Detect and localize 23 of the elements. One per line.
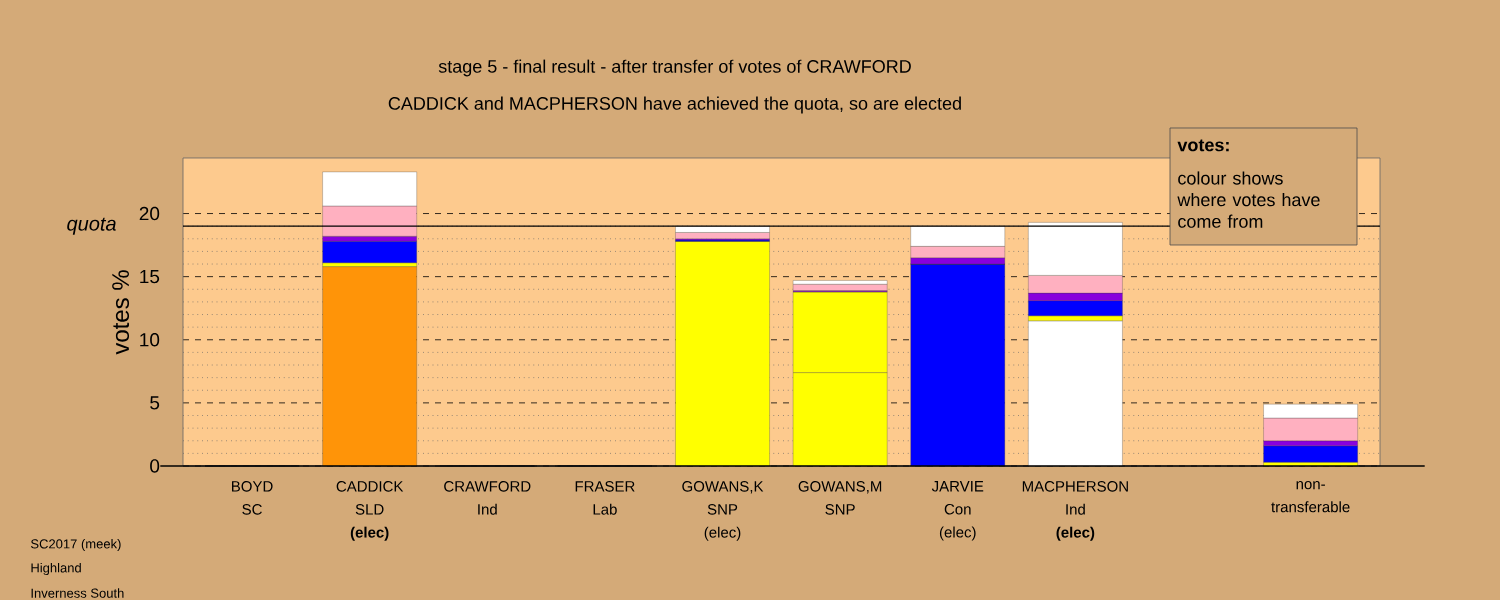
y-tick-label: 0 — [150, 459, 160, 473]
text: Highland — [31, 562, 81, 576]
x-tick-label: FRASER Lab — [575, 481, 635, 515]
x-tick-label: GOWANS,K SNP (elec) — [682, 481, 764, 541]
y-tick-label: 10 — [140, 333, 160, 347]
annotation: colour shows where votes have come from — [1177, 171, 1320, 228]
x-tick-label: non- transferable — [1271, 481, 1350, 513]
x-tick-label: MACPHERSON Ind (elec) — [1022, 481, 1128, 541]
y-tick-label: 15 — [140, 270, 160, 284]
y-tick-label: 5 — [150, 396, 160, 410]
x-tick-label: JARVIE Con (elec) — [931, 481, 984, 541]
text: votes: — [1177, 139, 1229, 152]
x-tick-label: BOYD SC — [232, 481, 273, 515]
ref-line-label: quota — [67, 217, 116, 235]
x-tick-label: CADDICK SLD (elec) — [336, 481, 404, 541]
chart-subtitle: CADDICK and MACPHERSON have achieved the quota, so are elected — [388, 96, 961, 114]
y-tick-label: 20 — [139, 206, 160, 221]
chart-title: stage 5 - final result - after transfer of votes of CRAWFORD — [438, 59, 911, 77]
text: SC2017 (meek) — [31, 538, 121, 552]
x-tick-label: CRAWFORD Ind — [444, 481, 531, 515]
x-tick-label: GOWANS,M SNP — [798, 481, 882, 515]
y-axis-title: votes % — [112, 270, 130, 355]
text: Inverness South — [31, 588, 124, 598]
